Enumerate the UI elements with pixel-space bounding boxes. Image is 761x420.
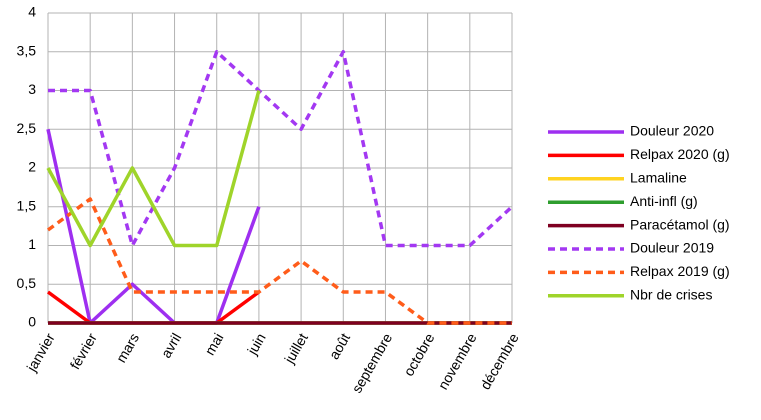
legend-label: Relpax 2020 (g)	[630, 146, 730, 162]
x-tick-label: décembre	[477, 330, 522, 392]
x-tick-label: septembre	[348, 330, 395, 395]
series-line	[46, 90, 261, 248]
y-tick-label: 3	[28, 81, 36, 97]
y-tick-label: 4	[28, 4, 36, 20]
legend-label: Paracétamol (g)	[630, 216, 730, 232]
x-tick-label: mars	[113, 330, 142, 365]
x-tick-label: juillet	[281, 330, 311, 367]
y-tick-label: 1,5	[17, 197, 37, 213]
y-tick-label: 1	[28, 236, 36, 252]
y-tick-label: 2	[28, 159, 36, 175]
x-tick-label: novembre	[435, 330, 480, 392]
x-tick-label: juin	[243, 330, 268, 358]
legend-label: Nbr de crises	[630, 287, 712, 303]
y-tick-label: 0,5	[17, 275, 37, 291]
legend-label: Relpax 2019 (g)	[630, 263, 730, 279]
legend-label: Douleur 2019	[630, 240, 714, 256]
legend-label: Anti-infl (g)	[630, 193, 698, 209]
series-line	[48, 50, 514, 248]
series-line	[46, 128, 261, 325]
x-tick-label: février	[67, 330, 100, 372]
series-line	[46, 197, 512, 325]
y-tick-label: 3,5	[17, 42, 37, 58]
x-tick-label: avril	[158, 330, 185, 360]
x-tick-label: mai	[201, 330, 226, 358]
x-tick-label: janvier	[23, 330, 58, 375]
y-tick-label: 0	[28, 314, 36, 330]
legend-label: Lamaline	[630, 170, 687, 186]
legend-label: Douleur 2020	[630, 123, 714, 139]
x-tick-label: août	[326, 330, 354, 362]
y-tick-label: 2,5	[17, 120, 37, 136]
x-tick-label: octobre	[400, 330, 437, 379]
